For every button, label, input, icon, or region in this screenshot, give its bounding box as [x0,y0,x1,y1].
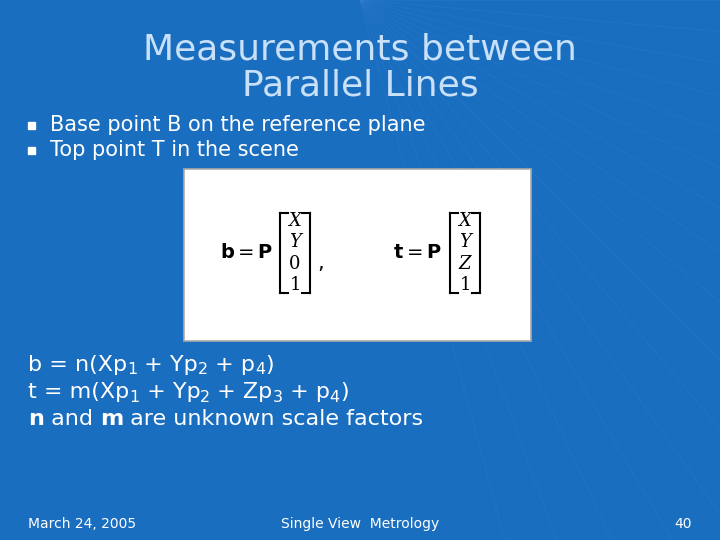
Text: 4: 4 [256,362,266,377]
Text: Top point T in the scene: Top point T in the scene [50,140,299,160]
Text: 2: 2 [198,362,208,377]
Text: 1: 1 [289,276,301,294]
Text: Y: Y [459,233,471,251]
Text: 4: 4 [330,389,340,404]
FancyBboxPatch shape [184,169,531,341]
Text: 1: 1 [127,362,138,377]
Bar [28,122,35,129]
Text: are unknown scale factors: are unknown scale factors [123,409,423,429]
Text: + Yp: + Yp [138,355,198,375]
Text: t = m(Xp: t = m(Xp [28,382,130,402]
Text: Parallel Lines: Parallel Lines [242,68,478,102]
Text: 40: 40 [675,517,692,531]
Text: ): ) [340,382,348,402]
Text: 0: 0 [289,255,301,273]
Text: ): ) [266,355,274,375]
Text: b = n(Xp: b = n(Xp [28,355,127,375]
Text: Y: Y [289,233,301,251]
Text: + p: + p [208,355,256,375]
Text: X: X [459,212,472,230]
Text: 1: 1 [459,276,471,294]
Text: n: n [28,409,44,429]
Text: 2: 2 [200,389,210,404]
Text: 3: 3 [273,389,283,404]
Text: + Yp: + Yp [140,382,200,402]
Text: + Zp: + Zp [210,382,273,402]
Text: Z: Z [459,255,472,273]
Text: Single View  Metrology: Single View Metrology [281,517,439,531]
Bar [28,146,35,153]
Text: X: X [289,212,302,230]
Text: ,: , [318,253,324,273]
Text: and: and [44,409,100,429]
Text: $\mathbf{b} = \mathbf{P}$: $\mathbf{b} = \mathbf{P}$ [220,244,274,262]
Text: + p: + p [283,382,330,402]
Text: Base point B on the reference plane: Base point B on the reference plane [50,115,426,135]
Text: March 24, 2005: March 24, 2005 [28,517,136,531]
Text: Measurements between: Measurements between [143,33,577,67]
Text: 1: 1 [130,389,140,404]
Text: $\mathbf{t} = \mathbf{P}$: $\mathbf{t} = \mathbf{P}$ [392,244,441,262]
Text: m: m [100,409,123,429]
